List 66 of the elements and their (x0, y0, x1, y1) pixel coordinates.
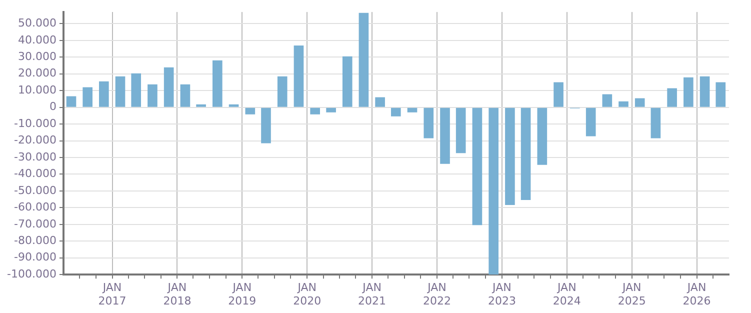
bar (66, 96, 76, 107)
bar (228, 104, 239, 107)
bar (700, 76, 710, 107)
bar (602, 94, 612, 107)
y-tick-label: -60.000 (14, 200, 56, 214)
y-tick-label: 10.000 (18, 83, 56, 96)
y-tick-label: 0 (49, 100, 56, 114)
bar (716, 82, 726, 107)
x-tick-label: JAN 2025 (618, 281, 646, 308)
bar (294, 45, 304, 107)
x-tick-label: JAN 2018 (163, 281, 192, 308)
y-tick-label: -50.000 (14, 184, 56, 197)
bar (390, 108, 401, 116)
bar (424, 108, 434, 138)
y-tick-label: 20.000 (18, 66, 56, 80)
x-tick-label: JAN 2022 (423, 281, 451, 308)
bar (618, 101, 628, 107)
bar (212, 60, 222, 107)
y-tick-label: 40.000 (18, 33, 56, 46)
bar (342, 56, 352, 107)
x-tick-label: JAN 2017 (98, 281, 126, 308)
bar (277, 76, 288, 107)
bar (245, 108, 256, 114)
bar (456, 108, 466, 154)
bar (131, 73, 142, 107)
bar (99, 81, 109, 107)
bar (634, 98, 645, 107)
bar (488, 108, 498, 275)
x-tick-label: JAN 2023 (488, 281, 516, 308)
bar (650, 108, 661, 138)
y-tick-label: -100.000 (6, 267, 56, 280)
bar (407, 108, 418, 112)
bar (180, 84, 190, 107)
bar (505, 108, 515, 206)
y-tick-label: -40.000 (14, 167, 56, 180)
y-tick-label: -30.000 (14, 150, 56, 164)
bar (520, 108, 531, 200)
bar (164, 67, 174, 107)
bar (667, 88, 677, 107)
x-tick-label: JAN 2026 (682, 281, 711, 308)
bar (440, 108, 450, 164)
y-tick-label: -90.000 (14, 250, 56, 264)
x-tick-label: JAN 2024 (552, 281, 581, 308)
bar (326, 108, 336, 112)
y-tick-label: -20.000 (14, 134, 56, 147)
x-tick-label: JAN 2021 (358, 281, 386, 308)
y-tick-label: -10.000 (14, 116, 56, 130)
bar (261, 108, 271, 144)
y-tick-label: -80.000 (14, 234, 56, 248)
y-tick-label: 30.000 (18, 50, 56, 64)
bar (472, 108, 482, 226)
bar (375, 97, 385, 107)
x-tick-label: JAN 2020 (293, 281, 322, 308)
bar (554, 82, 564, 107)
bar (586, 108, 596, 136)
bar (684, 77, 694, 107)
bar (358, 12, 369, 107)
bar (537, 108, 548, 165)
bar (82, 87, 92, 107)
bar (148, 84, 158, 107)
bar (310, 108, 320, 114)
bar (196, 104, 206, 107)
x-tick-label: JAN 2019 (228, 281, 256, 308)
bar (115, 76, 126, 107)
y-tick-label: -70.000 (14, 217, 56, 230)
y-tick-label: 50.000 (18, 16, 56, 30)
